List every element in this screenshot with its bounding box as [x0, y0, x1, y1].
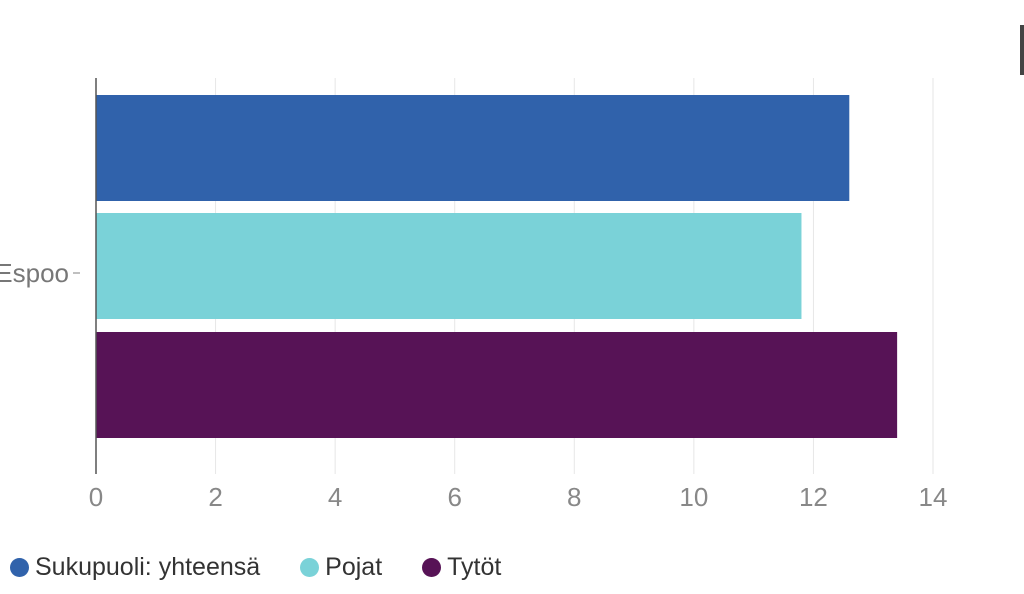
legend-marker-boys [300, 557, 320, 577]
x-tick-label-8: 8 [567, 482, 581, 512]
legend: Sukupuoli: yhteensä Pojat Tytöt [10, 550, 541, 584]
legend-marker-total [10, 557, 29, 577]
x-tick-label-12: 12 [799, 482, 828, 512]
bars [96, 95, 898, 438]
legend-item-girls[interactable]: Tytöt [422, 553, 501, 582]
legend-marker-girls [422, 557, 442, 577]
legend-label-girls: Tytöt [447, 552, 502, 581]
legend-label-boys: Pojat [325, 552, 383, 581]
bar-boys[interactable] [96, 213, 802, 319]
bar-girls[interactable] [96, 332, 898, 438]
x-tick-label-4: 4 [328, 482, 342, 512]
legend-item-boys[interactable]: Pojat [300, 553, 382, 582]
x-tick-label-10: 10 [679, 482, 708, 512]
category-label-espoo: Espoo [0, 258, 69, 288]
edge-artifact [1020, 25, 1024, 75]
x-tick-label-14: 14 [919, 482, 948, 512]
bar-total[interactable] [96, 95, 850, 201]
x-tick-label-0: 0 [89, 482, 103, 512]
x-tick-label-2: 2 [208, 482, 222, 512]
legend-label-total: Sukupuoli: yhteensä [35, 552, 261, 581]
x-axis-ticks: 0 2 4 6 8 10 12 14 [89, 482, 948, 512]
legend-item-total[interactable]: Sukupuoli: yhteensä [10, 553, 260, 582]
x-tick-label-6: 6 [447, 482, 461, 512]
